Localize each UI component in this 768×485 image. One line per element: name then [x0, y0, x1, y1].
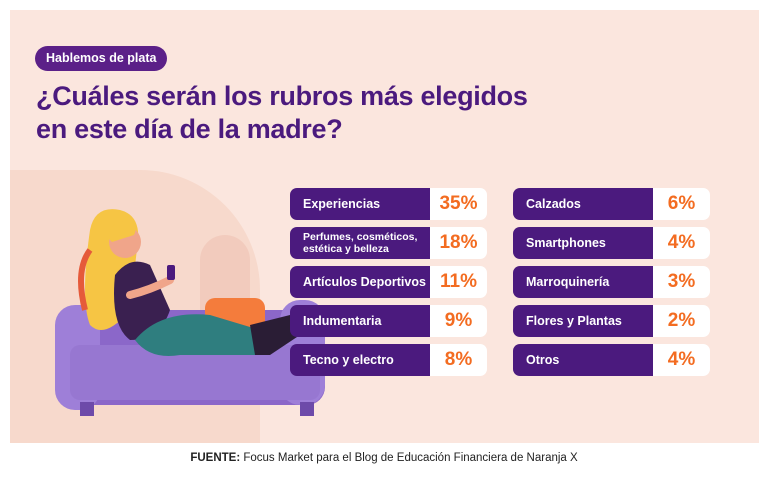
- category-label: Perfumes, cosméticos, estética y belleza: [290, 227, 430, 259]
- value-label: 3%: [653, 266, 710, 298]
- title-line-2: en este día de la madre?: [36, 114, 343, 144]
- woman-on-sofa-illustration: [55, 209, 325, 416]
- category-label: Artículos Deportivos: [290, 266, 430, 298]
- value-label: 35%: [430, 188, 487, 220]
- infographic-panel: Hablemos de plata ¿Cuáles serán los rubr…: [10, 10, 759, 443]
- value-label: 9%: [430, 305, 487, 337]
- value-label: 18%: [430, 227, 487, 259]
- value-label: 8%: [430, 344, 487, 376]
- page-title: ¿Cuáles serán los rubros más elegidos en…: [36, 80, 556, 146]
- source-caption: FUENTE: Focus Market para el Blog de Edu…: [0, 452, 768, 464]
- source-prefix: FUENTE:: [190, 452, 241, 464]
- title-line-1: ¿Cuáles serán los rubros más elegidos: [36, 81, 528, 111]
- value-label: 4%: [653, 227, 710, 259]
- value-label: 2%: [653, 305, 710, 337]
- category-label: Experiencias: [290, 188, 430, 220]
- value-label: 11%: [430, 266, 487, 298]
- category-label: Calzados: [513, 188, 653, 220]
- category-tag: Hablemos de plata: [35, 46, 168, 71]
- category-label: Marroquinería: [513, 266, 653, 298]
- value-label: 4%: [653, 344, 710, 376]
- category-label: Flores y Plantas: [513, 305, 653, 337]
- source-text: Focus Market para el Blog de Educación F…: [243, 452, 578, 464]
- category-label: Tecno y electro: [290, 344, 430, 376]
- category-label: Smartphones: [513, 227, 653, 259]
- category-label: Otros: [513, 344, 653, 376]
- category-label: Indumentaria: [290, 305, 430, 337]
- value-label: 6%: [653, 188, 710, 220]
